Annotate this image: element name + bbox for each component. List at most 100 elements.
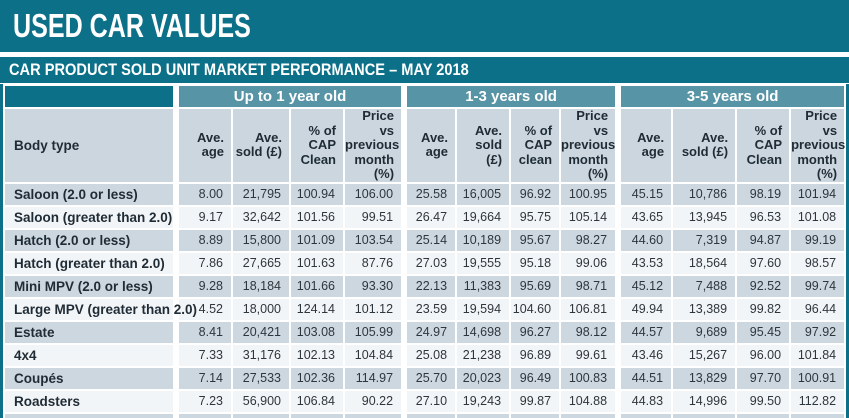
col-header-ave-age-g1: Ave. age	[179, 109, 231, 182]
value-cell: 100.48	[737, 413, 790, 418]
value-cell: 99.50	[737, 390, 790, 412]
value-cell: 106.84	[291, 390, 343, 412]
value-cell: 101.94	[791, 183, 845, 205]
column-gap	[175, 368, 177, 389]
value-cell: 8.00	[179, 183, 231, 205]
body-type-cell: Estate	[5, 321, 173, 343]
value-cell: 18,000	[233, 298, 289, 320]
table-row: Hatch (greater than 2.0) 7.86 27,665 101…	[5, 252, 845, 274]
value-cell: 106.00	[345, 183, 402, 205]
value-cell: 95.45	[737, 321, 790, 343]
value-cell: 101.12	[345, 298, 402, 320]
value-cell: 93.30	[345, 275, 402, 297]
value-cell: 106.81	[561, 298, 616, 320]
value-cell: 43.65	[621, 206, 672, 228]
column-gap	[175, 207, 177, 228]
value-cell: 98.57	[791, 252, 845, 274]
value-cell: 25.14	[407, 229, 456, 251]
value-cell: 45.18	[621, 413, 672, 418]
value-cell: 31,176	[233, 344, 289, 366]
value-cell: 97.92	[791, 321, 845, 343]
value-cell: 101.84	[791, 344, 845, 366]
value-cell: 96.89	[511, 344, 560, 366]
value-cell: 96.00	[737, 344, 790, 366]
value-cell: 25.70	[407, 367, 456, 389]
column-gap	[403, 345, 405, 366]
body-type-cell: Coupés	[5, 367, 173, 389]
value-cell: 24.97	[407, 321, 456, 343]
value-cell: 22.13	[407, 275, 456, 297]
value-cell: 7,488	[673, 275, 736, 297]
body-type-cell: Saloon (2.0 or less)	[5, 183, 173, 205]
table-row: Estate 8.41 20,421 103.08 105.99 24.97 1…	[5, 321, 845, 343]
value-cell: 13,945	[673, 206, 736, 228]
value-cell: 15,800	[233, 229, 289, 251]
age-group-3-5-years: 3-5 years old	[621, 86, 845, 107]
col-header-ave-sold-g3: Ave. sold (£)	[673, 109, 736, 182]
value-cell: 7,319	[673, 229, 736, 251]
column-gap	[175, 345, 177, 366]
column-gap	[175, 230, 177, 251]
table-row: Roadsters 7.23 56,900 106.84 90.22 27.10…	[5, 390, 845, 412]
value-cell: 100.91	[791, 367, 845, 389]
value-cell: 105.99	[345, 321, 402, 343]
value-cell: 99.61	[561, 344, 616, 366]
table-row: Saloon (greater than 2.0) 9.17 32,642 10…	[5, 206, 845, 228]
value-cell: 96.27	[511, 321, 560, 343]
value-cell: 7.23	[179, 390, 231, 412]
value-cell: 45.15	[621, 183, 672, 205]
value-cell: 100.95	[561, 183, 616, 205]
column-gap	[617, 230, 619, 251]
value-cell: 112.82	[791, 390, 845, 412]
value-cell: 97.70	[737, 367, 790, 389]
value-cell: 102.13	[291, 344, 343, 366]
value-cell: 7.86	[179, 252, 231, 274]
value-cell: 9.17	[179, 206, 231, 228]
body-type-cell: Convertibles	[5, 413, 173, 418]
column-gap	[403, 253, 405, 274]
value-cell: 25.58	[407, 183, 456, 205]
col-header-cap-clean-g3: % of CAP Clean	[737, 109, 790, 182]
title-band: USED CAR VALUES	[0, 0, 849, 52]
value-cell: 11,383	[457, 275, 510, 297]
value-cell: 102.56	[561, 413, 616, 418]
value-cell: 18,564	[673, 252, 736, 274]
table-row: Mini MPV (2.0 or less) 9.28 18,184 101.6…	[5, 275, 845, 297]
value-cell: 104.84	[345, 344, 402, 366]
col-header-price-vs-g2: Price vs previous month (%)	[561, 108, 616, 182]
value-cell: 32,845	[233, 413, 289, 418]
column-gap	[403, 207, 405, 228]
value-cell: 4.52	[179, 298, 231, 320]
body-type-cell: Hatch (2.0 or less)	[5, 229, 173, 251]
value-cell: 99.06	[561, 252, 616, 274]
value-cell: 9,689	[673, 321, 736, 343]
value-cell: 94.87	[737, 229, 790, 251]
value-cell: 7.33	[179, 344, 231, 366]
value-cell: 44.60	[621, 229, 672, 251]
table-row: Hatch (2.0 or less) 8.89 15,800 101.09 1…	[5, 229, 845, 251]
value-cell: 99.51	[345, 206, 402, 228]
column-gap	[175, 391, 177, 412]
value-cell: 98.46	[791, 413, 845, 418]
value-cell: 26.47	[407, 206, 456, 228]
value-cell: 8.41	[179, 321, 231, 343]
value-cell: 17,789	[457, 413, 510, 418]
value-cell: 96.92	[511, 183, 560, 205]
table-row: Large MPV (greater than 2.0) 4.52 18,000…	[5, 298, 845, 320]
value-cell: 104.60	[511, 298, 560, 320]
column-gap	[403, 276, 405, 297]
column-gap	[175, 276, 177, 297]
body-type-cell: Large MPV (greater than 2.0)	[5, 298, 197, 320]
column-gap	[403, 86, 405, 107]
value-cell: 21,795	[233, 183, 289, 205]
value-cell: 27,533	[233, 367, 289, 389]
column-gap	[175, 322, 177, 343]
value-cell: 95.69	[511, 275, 560, 297]
table-subtitle: CAR PRODUCT SOLD UNIT MARKET PERFORMANCE…	[9, 60, 469, 79]
column-gap	[617, 414, 619, 418]
value-cell: 101.09	[291, 229, 343, 251]
value-cell: 14,698	[457, 321, 510, 343]
column-gap	[403, 109, 405, 182]
column-gap	[175, 414, 177, 418]
